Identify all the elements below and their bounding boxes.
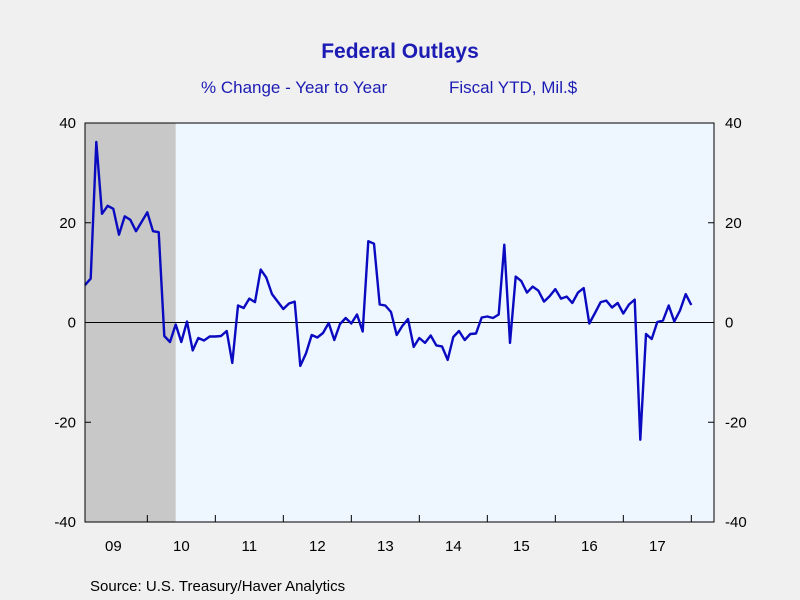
y-tick-label-right: 40 xyxy=(725,115,742,132)
y-tick-label-left: 0 xyxy=(68,315,76,332)
chart-subtitle-left: % Change - Year to Year xyxy=(201,78,388,97)
chart-title: Federal Outlays xyxy=(321,40,479,63)
x-tick-label: 16 xyxy=(581,538,598,555)
y-tick-label-right: -20 xyxy=(725,414,747,431)
x-tick-label: 17 xyxy=(649,538,666,555)
y-tick-label-left: 20 xyxy=(59,215,76,232)
source-note: Source: U.S. Treasury/Haver Analytics xyxy=(90,578,346,595)
x-tick-label: 11 xyxy=(242,538,258,555)
x-tick-label: 13 xyxy=(377,538,394,555)
x-tick-label: 09 xyxy=(105,538,122,555)
y-tick-label-right: -40 xyxy=(725,514,747,531)
x-tick-label: 14 xyxy=(445,538,462,555)
x-tick-label: 10 xyxy=(173,538,190,555)
y-tick-label-left: -40 xyxy=(54,514,76,531)
x-tick-label: 15 xyxy=(513,538,530,555)
y-tick-label-right: 20 xyxy=(725,215,742,232)
y-tick-label-right: 0 xyxy=(725,315,733,332)
y-tick-label-left: 40 xyxy=(59,115,76,132)
y-tick-label-left: -20 xyxy=(54,414,76,431)
series-line xyxy=(84,140,693,441)
chart-subtitle-right: Fiscal YTD, Mil.$ xyxy=(449,78,578,97)
x-tick-label: 12 xyxy=(309,538,326,555)
